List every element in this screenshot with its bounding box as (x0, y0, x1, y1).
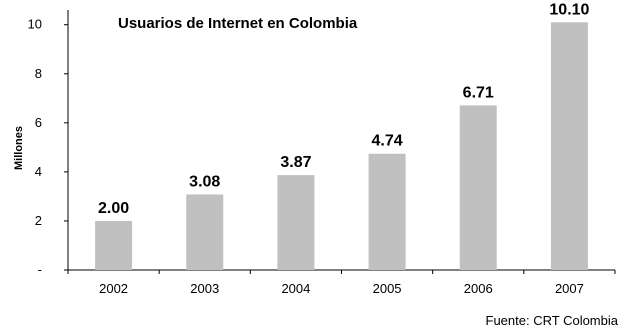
bars-group (95, 22, 588, 271)
x-tick-label-2006: 2006 (464, 281, 493, 296)
y-tick-label: 8 (35, 66, 42, 81)
value-label-2002: 2.00 (98, 200, 129, 217)
x-tick-label-2003: 2003 (190, 281, 219, 296)
y-axis-label: Millones (13, 126, 25, 170)
y-tick-labels-group: - 2 4 6 8 10 (28, 17, 42, 277)
value-label-2003: 3.08 (189, 173, 220, 190)
bar-2006 (459, 105, 497, 270)
value-label-2004: 3.87 (280, 154, 311, 171)
chart-title: Usuarios de Internet en Colombia (118, 15, 358, 32)
value-labels-group: 2.00 3.08 3.87 4.74 6.71 10.10 (98, 1, 590, 217)
bar-2004 (277, 175, 315, 270)
bar-2003 (186, 194, 224, 270)
x-tick-labels-group: 2002 2003 2004 2005 2006 2007 (99, 281, 584, 296)
x-tick-label-2005: 2005 (373, 281, 402, 296)
y-tick-label: - (38, 262, 42, 277)
y-tick-label: 10 (28, 17, 42, 32)
x-tick-label-2002: 2002 (99, 281, 128, 296)
bar-2002 (95, 220, 133, 270)
y-tick-label: 6 (35, 115, 42, 130)
bar-2007 (550, 22, 588, 271)
bar-2005 (368, 153, 406, 270)
axes (64, 10, 616, 274)
value-label-2007: 10.10 (549, 1, 589, 18)
value-label-2005: 4.74 (372, 133, 403, 150)
x-tick-label-2004: 2004 (281, 281, 310, 296)
value-label-2006: 6.71 (463, 84, 494, 101)
y-tick-label: 4 (35, 164, 42, 179)
y-tick-label: 2 (35, 213, 42, 228)
source-note: Fuente: CRT Colombia (485, 313, 618, 328)
x-tick-label-2007: 2007 (555, 281, 584, 296)
